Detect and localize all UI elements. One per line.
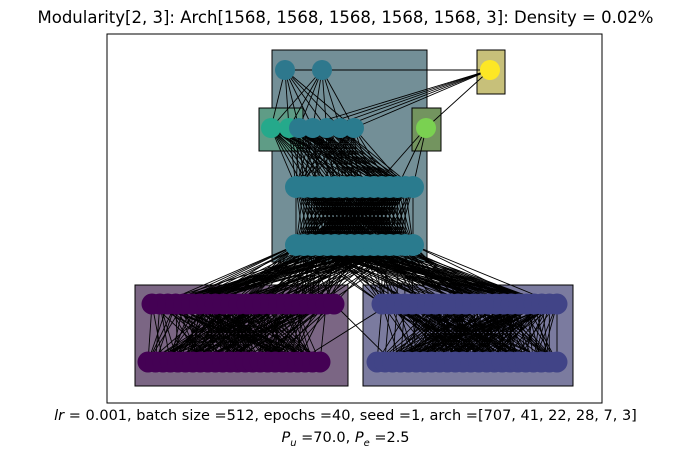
node-layer-2: [330, 118, 351, 138]
edge: [321, 69, 341, 129]
node-bottom-right-lower: [546, 351, 568, 373]
figure-title: Modularity[2, 3]: Arch[1568, 1568, 1568,…: [37, 8, 654, 27]
node-layer-2: [316, 118, 337, 138]
lr-symbol: lr: [54, 408, 65, 424]
node-layer: [137, 60, 568, 373]
edge: [284, 69, 314, 129]
edge: [340, 69, 491, 129]
caption-line-1: lr = 0.001, batch size =512, epochs =40,…: [0, 408, 691, 424]
node-output: [480, 60, 500, 80]
node-layer-2: [416, 118, 436, 138]
node-layer-2: [302, 118, 323, 138]
pu-subscript: u: [290, 437, 297, 449]
edge: [321, 69, 355, 129]
node-top: [275, 60, 295, 80]
node-layer-2: [289, 118, 309, 138]
node-bottom-left-lower: [309, 351, 331, 373]
node-layer-3: [402, 176, 424, 198]
node-bottom-right-upper: [546, 293, 568, 315]
edge: [298, 69, 323, 129]
edge: [298, 69, 491, 129]
caption-params: = 0.001, batch size =512, epochs =40, se…: [64, 408, 637, 424]
edge: [270, 69, 323, 129]
node-layer-2: [344, 118, 364, 138]
node-layer-2: [261, 118, 281, 138]
edge: [288, 69, 323, 129]
pu-symbol: P: [281, 430, 291, 446]
pe-symbol: P: [354, 430, 364, 446]
edge: [425, 69, 491, 129]
edge: [353, 69, 491, 129]
node-top: [312, 60, 332, 80]
node-bottom-left-upper: [323, 293, 345, 315]
pe-value: =2.5: [369, 430, 410, 446]
node-layer-4: [402, 234, 424, 256]
caption-line-2: Pu =70.0, Pe =2.5: [0, 430, 691, 449]
pu-value: =70.0,: [296, 430, 355, 446]
pe-subscript: e: [363, 437, 370, 449]
